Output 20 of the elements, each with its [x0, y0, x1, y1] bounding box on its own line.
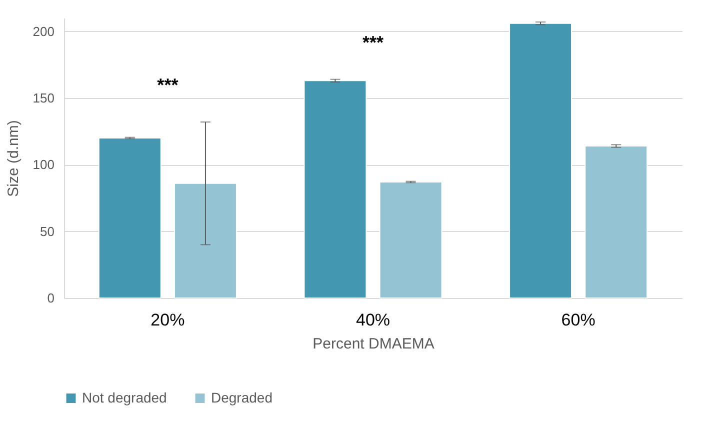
y-tick-label: 0 — [47, 290, 54, 306]
x-axis-title: Percent DMAEMA — [312, 336, 434, 352]
legend-label: Not degraded — [82, 389, 167, 406]
bar — [98, 138, 162, 298]
bar — [509, 22, 572, 298]
y-tick-label: 100 — [32, 157, 54, 172]
y-tick-label: 150 — [32, 90, 54, 106]
y-tick-label: 200 — [32, 24, 54, 39]
bar — [304, 80, 367, 298]
bar — [174, 182, 237, 298]
bar — [379, 182, 442, 298]
annotation: *** — [157, 75, 178, 95]
x-tick-label: 20% — [150, 310, 185, 330]
x-tick-label: 60% — [561, 310, 596, 330]
bar — [584, 146, 648, 298]
y-axis-title: Size (d.nm) — [4, 120, 22, 197]
annotation: *** — [362, 32, 384, 52]
legend-label: Degraded — [211, 389, 272, 406]
x-tick-label: 40% — [356, 310, 390, 330]
y-tick-label: 50 — [40, 224, 54, 239]
